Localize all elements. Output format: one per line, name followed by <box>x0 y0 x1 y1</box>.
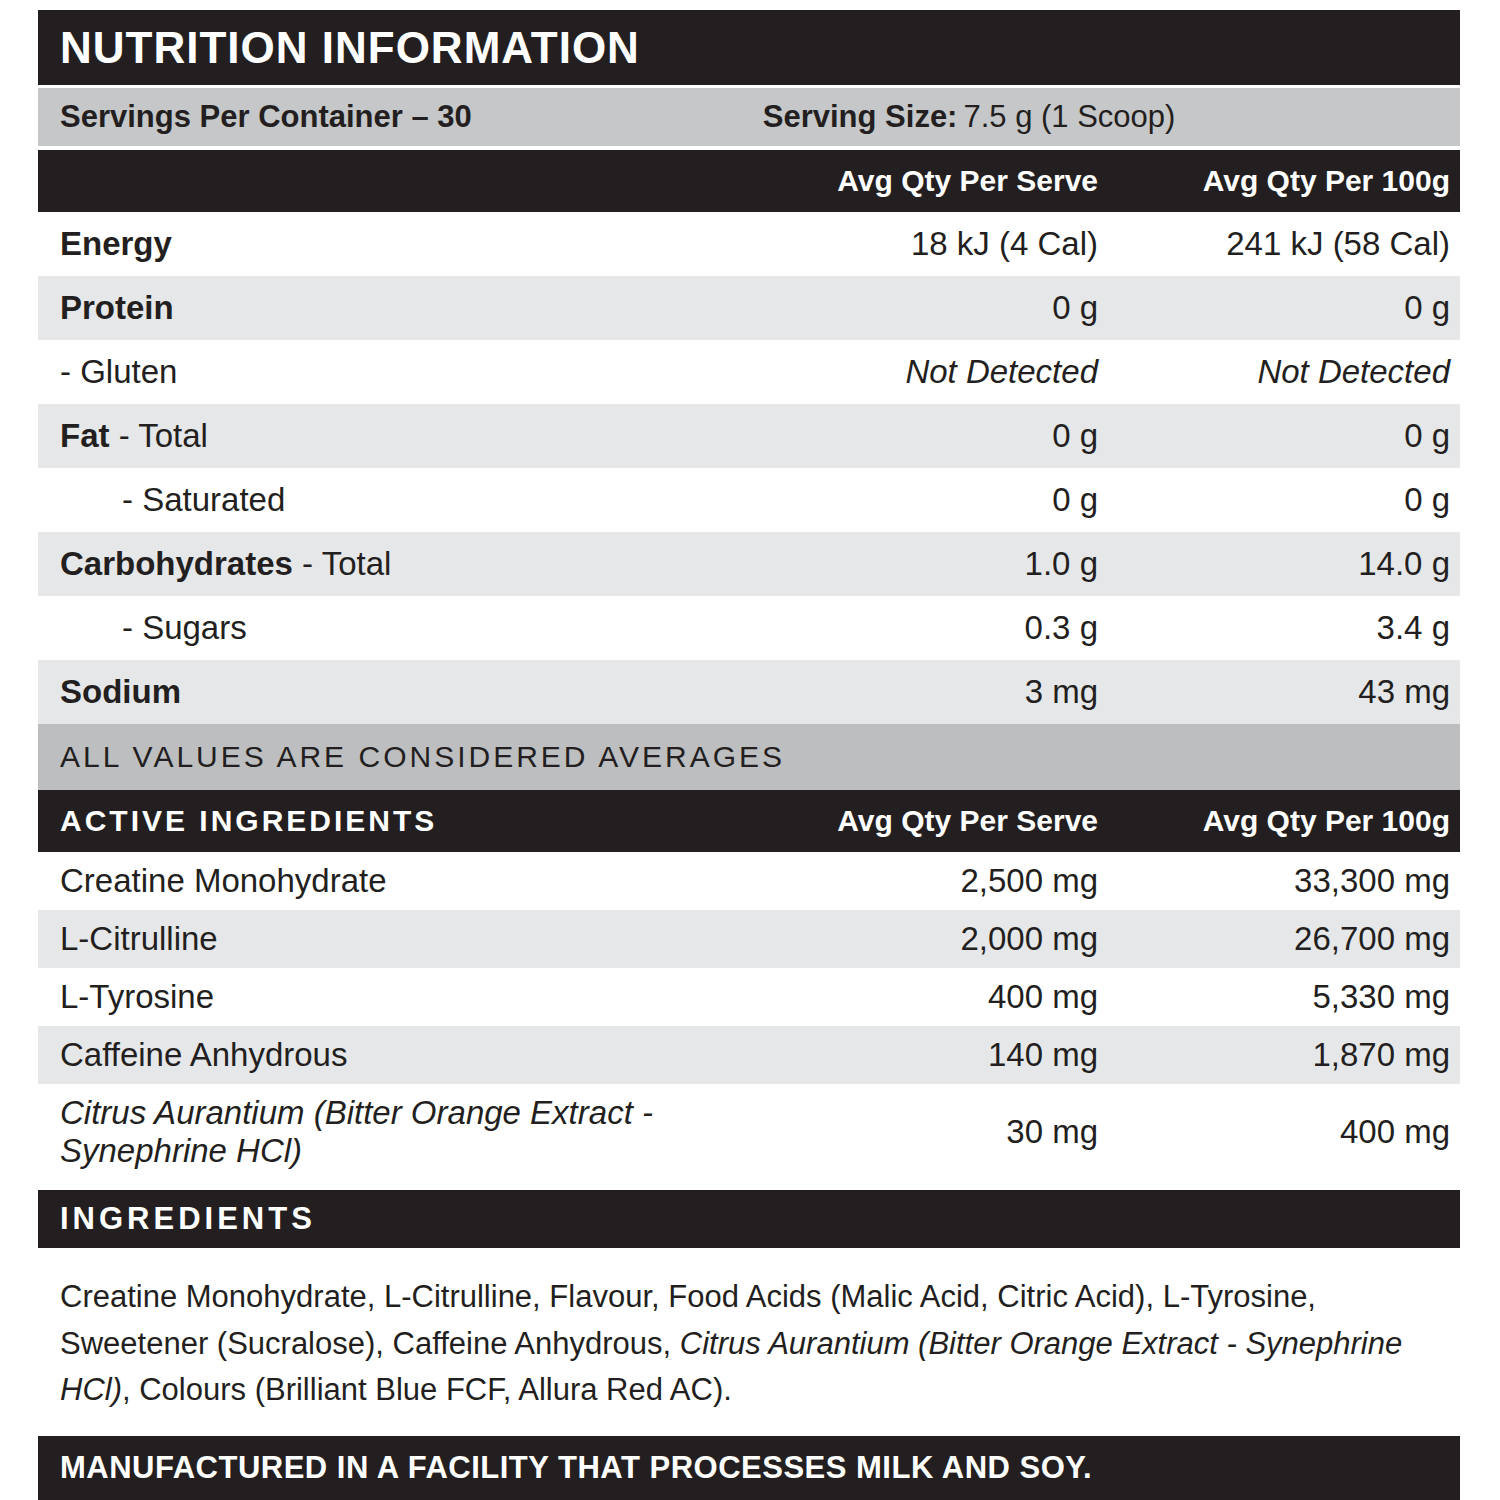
value-per-100g: 0 g <box>1098 417 1450 455</box>
active-row-creatine-monohydrate: Creatine Monohydrate2,500 mg33,300 mg <box>38 852 1460 910</box>
panel-title: NUTRITION INFORMATION <box>60 23 640 73</box>
allergen-band: MANUFACTURED IN A FACILITY THAT PROCESSE… <box>38 1436 1460 1500</box>
value-per-serve: 0 g <box>768 417 1098 455</box>
value-per-100g: 241 kJ (58 Cal) <box>1098 225 1450 263</box>
value-per-serve: 30 mg <box>768 1113 1098 1151</box>
nutrition-row-fat-total: Fat - Total0 g0 g <box>38 404 1460 468</box>
col-avg-qty-per-100g: Avg Qty Per 100g <box>1098 164 1450 198</box>
value-per-100g: 26,700 mg <box>1098 920 1450 958</box>
nutrition-table: Energy 18 kJ (4 Cal)241 kJ (58 Cal) Protei… <box>38 212 1460 724</box>
nutrition-row-carbohydrates-sugars: - Sugars 0.3 g3.4 g <box>38 596 1460 660</box>
row-label-rest: - Gluten <box>60 353 177 390</box>
ingredients-text-part-2: , Colours (Brilliant Blue FCF, Allura Re… <box>122 1372 732 1407</box>
active-ingredients-table: Creatine Monohydrate2,500 mg33,300 mgL-C… <box>38 852 1460 1180</box>
ingredients-title: INGREDIENTS <box>60 1201 316 1237</box>
row-label-rest: - Total <box>110 417 208 454</box>
value-per-100g: 0 g <box>1098 481 1450 519</box>
value-per-serve: 1.0 g <box>768 545 1098 583</box>
value-per-100g: 14.0 g <box>1098 545 1450 583</box>
row-label: - Gluten <box>60 353 768 391</box>
active-row-l-citrulline: L-Citrulline2,000 mg26,700 mg <box>38 910 1460 968</box>
row-label: Sodium <box>60 673 768 711</box>
nutrition-row-fat-saturated: - Saturated 0 g0 g <box>38 468 1460 532</box>
nutrition-row-carbohydrates-total: Carbohydrates - Total1.0 g14.0 g <box>38 532 1460 596</box>
value-per-100g: Not Detected <box>1098 353 1450 391</box>
nutrition-row-protein: Protein 0 g0 g <box>38 276 1460 340</box>
row-label: Caffeine Anhydrous <box>60 1036 768 1074</box>
value-per-100g: 0 g <box>1098 289 1450 327</box>
row-label: Creatine Monohydrate <box>60 862 768 900</box>
value-per-100g: 33,300 mg <box>1098 862 1450 900</box>
servings-band: Servings Per Container – 30 Serving Size… <box>38 88 1460 146</box>
allergen-note: MANUFACTURED IN A FACILITY THAT PROCESSE… <box>60 1450 1092 1486</box>
value-per-100g: 43 mg <box>1098 673 1450 711</box>
active-row-caffeine-anhydrous: Caffeine Anhydrous140 mg1,870 mg <box>38 1026 1460 1084</box>
value-per-serve: 2,000 mg <box>768 920 1098 958</box>
row-label-bold: Carbohydrates <box>60 545 293 582</box>
title-band: NUTRITION INFORMATION <box>38 10 1460 85</box>
value-per-serve: Not Detected <box>768 353 1098 391</box>
row-label: Fat - Total <box>60 417 768 455</box>
value-per-serve: 0 g <box>768 289 1098 327</box>
value-per-serve: 3 mg <box>768 673 1098 711</box>
active-ingredients-title: ACTIVE INGREDIENTS <box>60 804 768 838</box>
row-label: - Saturated <box>60 481 768 519</box>
averages-note: ALL VALUES ARE CONSIDERED AVERAGES <box>60 740 785 774</box>
active-col-avg-qty-per-serve: Avg Qty Per Serve <box>768 804 1098 838</box>
value-per-100g: 5,330 mg <box>1098 978 1450 1016</box>
row-label-bold: Energy <box>60 225 172 262</box>
row-label: Protein <box>60 289 768 327</box>
row-label-rest: - Total <box>293 545 391 582</box>
nutrition-row-energy: Energy 18 kJ (4 Cal)241 kJ (58 Cal) <box>38 212 1460 276</box>
row-label-bold: Protein <box>60 289 174 326</box>
row-label-rest: - Sugars <box>122 609 247 646</box>
serving-size: Serving Size:7.5 g (1 Scoop) <box>763 99 1182 135</box>
value-per-serve: 0 g <box>768 481 1098 519</box>
value-per-100g: 3.4 g <box>1098 609 1450 647</box>
row-label-rest: - Saturated <box>122 481 285 518</box>
value-per-serve: 140 mg <box>768 1036 1098 1074</box>
value-per-100g: 1,870 mg <box>1098 1036 1450 1074</box>
active-ingredients-header-band: ACTIVE INGREDIENTS Avg Qty Per Serve Avg… <box>38 790 1460 852</box>
value-per-serve: 2,500 mg <box>768 862 1098 900</box>
col-avg-qty-per-serve: Avg Qty Per Serve <box>768 164 1098 198</box>
row-label: Energy <box>60 225 768 263</box>
ingredients-header-band: INGREDIENTS <box>38 1190 1460 1248</box>
row-label: Citrus Aurantium (Bitter Orange Extract … <box>60 1094 760 1170</box>
row-label-bold: Fat <box>60 417 110 454</box>
nutrition-panel: NUTRITION INFORMATION Servings Per Conta… <box>38 10 1460 1500</box>
value-per-serve: 400 mg <box>768 978 1098 1016</box>
row-label: Carbohydrates - Total <box>60 545 768 583</box>
serving-size-label: Serving Size: <box>763 99 958 134</box>
averages-note-band: ALL VALUES ARE CONSIDERED AVERAGES <box>38 724 1460 790</box>
active-row-citrus-aurantium: Citrus Aurantium (Bitter Orange Extract … <box>38 1084 1460 1180</box>
ingredients-text: Creatine Monohydrate, L-Citrulline, Flav… <box>38 1274 1438 1414</box>
value-per-serve: 0.3 g <box>768 609 1098 647</box>
value-per-serve: 18 kJ (4 Cal) <box>768 225 1098 263</box>
serving-size-value: 7.5 g (1 Scoop) <box>963 99 1175 134</box>
nutrition-row-sodium: Sodium 3 mg43 mg <box>38 660 1460 724</box>
value-per-100g: 400 mg <box>1098 1113 1450 1151</box>
row-label: - Sugars <box>60 609 768 647</box>
row-label: L-Citrulline <box>60 920 768 958</box>
column-header-band: Avg Qty Per Serve Avg Qty Per 100g <box>38 150 1460 212</box>
row-label-bold: Sodium <box>60 673 181 710</box>
active-row-l-tyrosine: L-Tyrosine400 mg5,330 mg <box>38 968 1460 1026</box>
row-label: L-Tyrosine <box>60 978 768 1016</box>
servings-per-container: Servings Per Container – 30 <box>60 99 763 135</box>
nutrition-row-gluten: - Gluten Not DetectedNot Detected <box>38 340 1460 404</box>
active-col-avg-qty-per-100g: Avg Qty Per 100g <box>1098 804 1450 838</box>
